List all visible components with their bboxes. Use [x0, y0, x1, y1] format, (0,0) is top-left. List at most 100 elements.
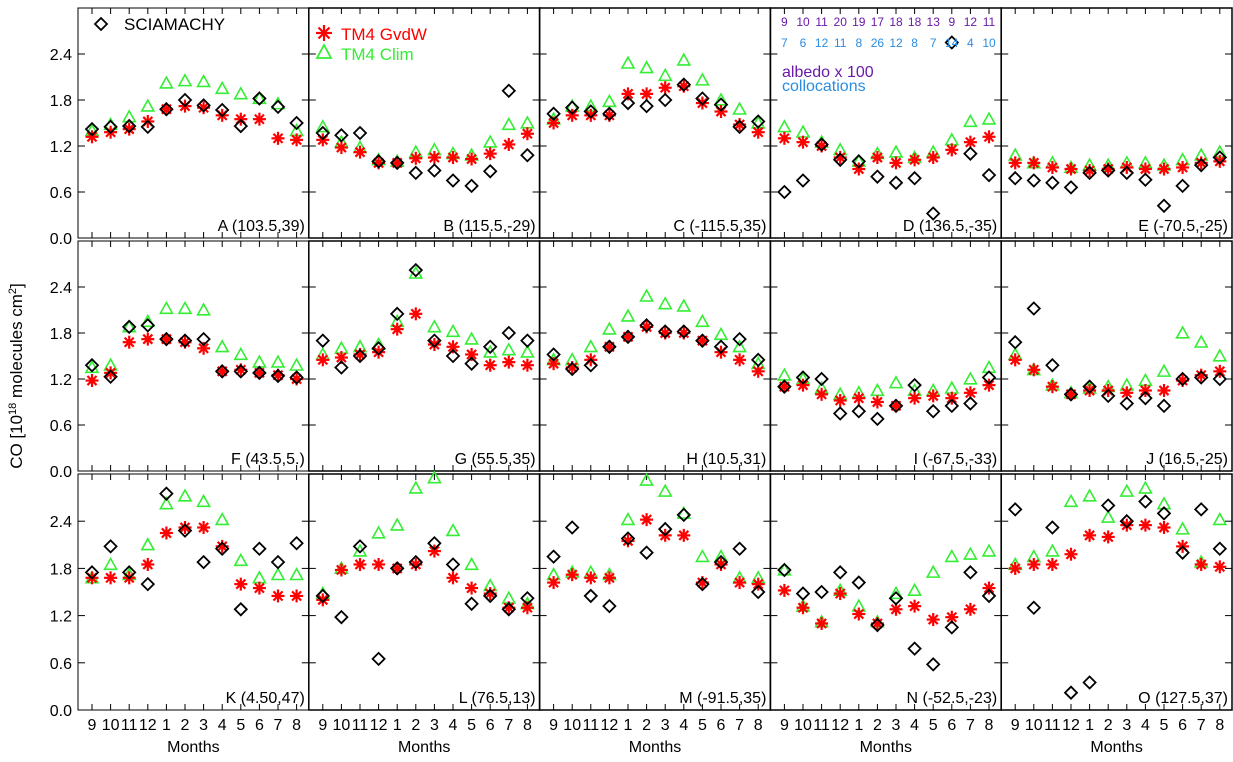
x-tick-label: 5 — [1160, 717, 1169, 734]
asterisk-stroke — [336, 142, 347, 153]
x-tick-label: 8 — [292, 717, 301, 734]
tm4-gvdw-point — [1064, 162, 1078, 176]
asterisk-stroke — [909, 154, 920, 166]
asterisk-stroke — [1158, 385, 1170, 396]
tm4-clim-point — [925, 564, 941, 578]
asterisk-stroke — [429, 152, 440, 163]
x-tick-label: 12 — [139, 717, 157, 734]
tm4-clim-point — [602, 93, 617, 108]
sciamachy-point — [427, 163, 442, 178]
asterisk-stroke — [734, 119, 745, 130]
panel-e: E (-70.5,-25) — [1000, 7, 1233, 239]
tm4-gvdw-point — [159, 526, 173, 540]
sciamachy-point — [713, 339, 729, 355]
sciamachy-point — [427, 333, 442, 348]
tm4-gvdw-point — [1138, 162, 1152, 176]
tm4-gvdw-point — [390, 156, 404, 170]
y-tick-label: 0.0 — [50, 703, 72, 720]
sciamachy-point — [1119, 513, 1135, 529]
tm4-gvdw-point — [602, 571, 616, 585]
tm4-gvdw-point — [409, 151, 423, 165]
sciamachy-point — [408, 554, 424, 570]
tm4-gvdw-point — [197, 520, 211, 534]
y-tick-label: 2.4 — [50, 280, 72, 297]
tm4-gvdw-point — [945, 143, 959, 157]
panel-frame — [1000, 240, 1233, 472]
x-tick-label: 6 — [486, 717, 495, 734]
asterisk-stroke — [179, 522, 191, 533]
tm4-clim-point — [695, 313, 710, 328]
y-tick-label: 1.2 — [50, 609, 72, 626]
albedo-value: 18 — [889, 15, 903, 29]
tm4-gvdw-point — [945, 391, 959, 405]
asterisk-stroke — [797, 379, 809, 391]
panel-grid: 0.0 0.6 1.2 1.8 2.4 A (103.5,39) B (115.5,-29)… — [50, 7, 1233, 756]
panel-frame — [538, 7, 772, 239]
asterisk-stroke — [1214, 561, 1226, 573]
sciamachy-point — [851, 403, 867, 419]
asterisk-stroke — [779, 585, 790, 596]
tm4-clim-point — [1045, 543, 1060, 557]
asterisk-stroke — [373, 346, 384, 358]
asterisk-stroke — [697, 97, 708, 109]
asterisk-stroke — [965, 136, 976, 148]
panel-a: 0.0 0.6 1.2 1.8 2.4 A (103.5,39) — [50, 7, 310, 248]
asterisk-stroke — [410, 559, 422, 570]
tm4-clim-point — [657, 296, 673, 310]
asterisk-stroke — [429, 545, 440, 557]
panel-label: D (136.5,-35) — [903, 218, 997, 235]
tm4-gvdw-point — [197, 341, 211, 355]
asterisk-stroke — [1140, 385, 1151, 396]
y-tick-label: 0.0 — [50, 231, 72, 248]
tm4-gvdw-point — [777, 380, 791, 394]
x-tick-label: 6 — [947, 717, 956, 734]
x-tick-label: 3 — [892, 717, 901, 734]
sciamachy-point — [907, 641, 922, 656]
sciamachy-point — [389, 306, 405, 322]
asterisk-stroke — [1028, 157, 1040, 169]
tm4-gvdw-point — [565, 568, 579, 582]
x-tick-label: 2 — [411, 717, 420, 734]
tm4-gvdw-point — [733, 353, 747, 367]
tm4-clim-point — [963, 546, 978, 560]
tm4-gvdw-point — [446, 571, 460, 585]
tm4-gvdw-point — [640, 513, 654, 527]
tm4-gvdw-point — [334, 563, 348, 577]
tm4-gvdw-point — [427, 338, 441, 351]
panel-label: I (-67.5,-33) — [914, 451, 998, 468]
tm4-gvdw-point — [889, 399, 903, 413]
tm4-clim-point — [657, 67, 673, 82]
tm4-gvdw-point — [852, 607, 866, 621]
x-tick-label: 7 — [1197, 717, 1206, 734]
tm4-gvdw-point — [1027, 363, 1041, 377]
sciamachy-point — [777, 184, 792, 200]
asterisk-stroke — [105, 572, 116, 584]
tm4-clim-point — [1212, 511, 1228, 526]
tm4-gvdw-point — [141, 332, 155, 346]
x-tick-label: 8 — [523, 717, 532, 734]
tm4-clim-point — [464, 556, 479, 571]
asterisk-stroke — [354, 559, 366, 570]
sciamachy-point — [620, 95, 636, 111]
asterisk-stroke — [354, 146, 366, 158]
tm4-gvdw-point — [621, 87, 635, 101]
sciamachy-point — [657, 521, 673, 537]
tm4-gvdw-point — [353, 145, 367, 159]
asterisk-stroke — [1009, 354, 1021, 366]
sciamachy-point — [252, 91, 267, 106]
tm4-gvdw-point — [353, 557, 367, 571]
sciamachy-point — [520, 591, 535, 606]
asterisk-stroke — [272, 133, 284, 144]
y-tick-label: 2.4 — [50, 514, 72, 531]
tm4-clim-point — [177, 488, 193, 502]
tm4-clim-point — [1193, 334, 1209, 348]
asterisk-stroke — [604, 110, 615, 121]
albedo-value: 17 — [871, 15, 885, 29]
x-tick-label: 4 — [449, 717, 458, 734]
asterisk-stroke — [235, 364, 247, 376]
albedo-value: 19 — [852, 15, 866, 29]
asterisk-stroke — [86, 131, 98, 143]
asterisk-stroke — [123, 336, 135, 348]
sciamachy-point — [1175, 178, 1190, 194]
asterisk-stroke — [1047, 162, 1058, 173]
